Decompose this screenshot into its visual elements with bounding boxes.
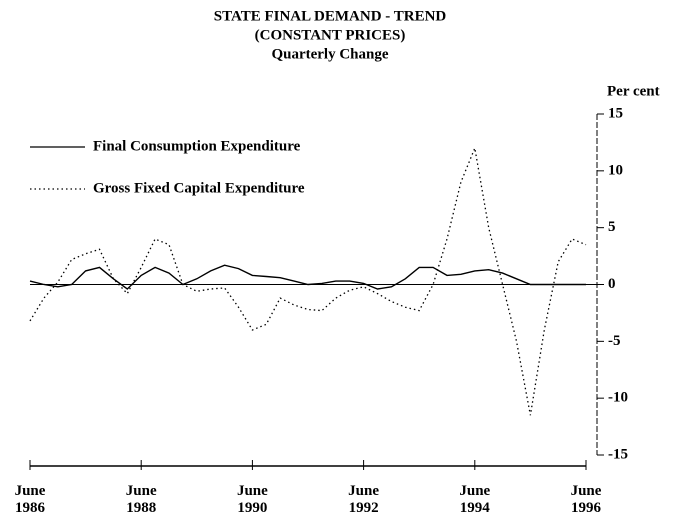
y-tick-label: -15	[608, 446, 628, 462]
y-tick-label: 10	[608, 162, 623, 178]
x-tick-label: June 1992	[348, 483, 380, 516]
y-tick-label: 5	[608, 219, 616, 235]
x-tick-label: June 1988	[125, 483, 157, 516]
legend-label: Gross Fixed Capital Expenditure	[93, 180, 305, 196]
x-tick-label: June 1990	[236, 483, 268, 516]
y-tick-label: 0	[608, 276, 616, 292]
legend-label: Final Consumption Expenditure	[93, 138, 301, 154]
chart-subtitle: (CONSTANT PRICES)	[255, 27, 406, 43]
y-tick-label: 15	[608, 105, 623, 121]
x-tick-label: June 1996	[570, 483, 602, 516]
x-tick-label: June 1986	[14, 483, 46, 516]
x-tick-label: June 1994	[459, 483, 491, 516]
chart-title: STATE FINAL DEMAND - TREND	[214, 8, 447, 24]
y-tick-label: -5	[608, 333, 621, 349]
y-axis-label: Per cent	[607, 83, 660, 99]
y-tick-label: -10	[608, 390, 628, 406]
chart-subtitle: Quarterly Change	[271, 46, 388, 62]
data-line	[29, 264, 586, 290]
